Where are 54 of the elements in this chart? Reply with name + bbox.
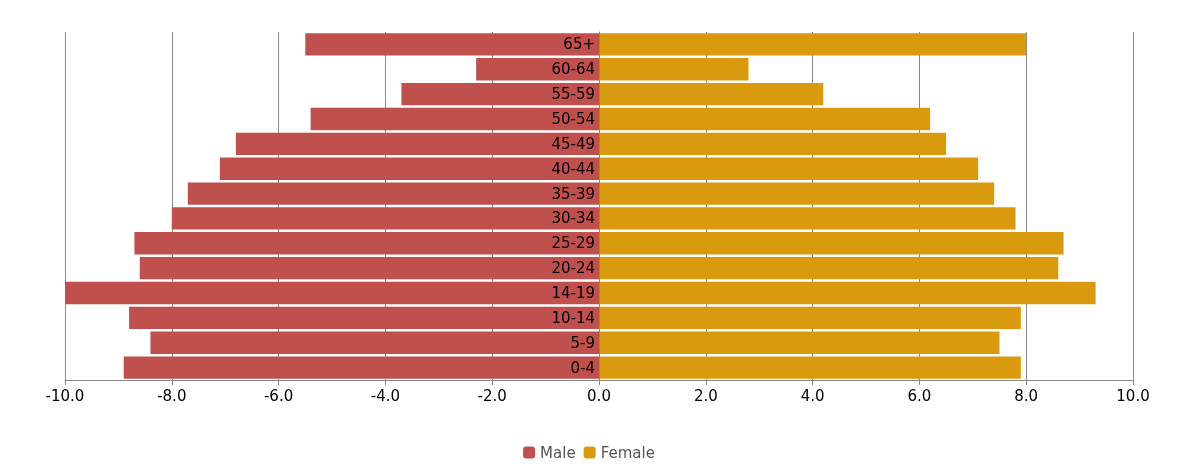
bar (187, 182, 599, 205)
bar (219, 157, 599, 180)
legend-label: Female (600, 443, 655, 462)
bar (599, 232, 1064, 255)
y-tick-label: 10-14 (551, 308, 595, 327)
x-tick-label: 6.0 (907, 386, 932, 405)
bar (599, 132, 947, 156)
bar (599, 157, 979, 180)
bar (599, 306, 1021, 330)
bar (123, 356, 599, 379)
bar (599, 107, 931, 131)
y-tick-label: 5-9 (570, 333, 595, 352)
bar (129, 306, 599, 330)
y-tick-label: 40-44 (551, 159, 595, 178)
y-tick-label: 20-24 (551, 259, 595, 278)
bar (134, 232, 599, 255)
bar (139, 256, 599, 280)
y-tick-label: 55-59 (551, 85, 595, 104)
bar (599, 281, 1096, 305)
bar (150, 331, 599, 354)
y-tick-label: 0-4 (570, 358, 595, 377)
y-tick-label: 14-19 (551, 284, 595, 302)
y-tick-label: 35-39 (551, 184, 595, 203)
bar (599, 58, 749, 81)
y-tick-label: 45-49 (551, 134, 595, 153)
x-tick-label: -4.0 (370, 386, 401, 405)
bar (401, 82, 599, 106)
x-tick-label: -2.0 (477, 386, 507, 405)
bar (171, 207, 599, 230)
x-tick-label: -10.0 (45, 386, 85, 405)
y-tick-label: 30-34 (551, 209, 595, 228)
bar (599, 256, 1059, 280)
bar (305, 33, 599, 56)
bar (599, 331, 1000, 354)
x-tick-label: -6.0 (263, 386, 294, 405)
x-tick-label: -8.0 (157, 386, 187, 405)
bar (235, 132, 599, 156)
y-tick-label: 25-29 (551, 234, 595, 253)
bar (599, 207, 1016, 230)
y-tick-label: 60-64 (551, 60, 595, 79)
y-tick-label: 50-54 (551, 110, 595, 128)
x-tick-label: 10.0 (1116, 386, 1150, 405)
x-tick-label: 2.0 (693, 386, 718, 405)
legend-label: Male (540, 443, 576, 462)
bar (599, 82, 824, 106)
bar (599, 33, 1027, 56)
x-tick-label: 4.0 (800, 386, 825, 405)
bar (599, 182, 995, 205)
x-tick-label: 8.0 (1014, 386, 1039, 405)
bar (65, 281, 599, 305)
x-tick-label: 0.0 (587, 386, 611, 405)
y-tick-label: 65+ (563, 35, 595, 54)
bar (599, 356, 1021, 379)
bar (310, 107, 599, 131)
